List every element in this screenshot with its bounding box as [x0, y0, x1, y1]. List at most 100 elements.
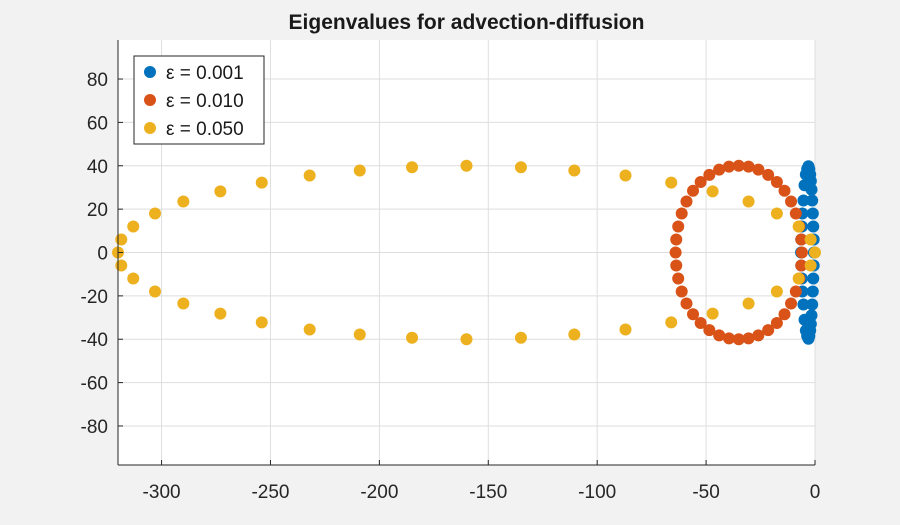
data-point	[687, 184, 700, 197]
data-point	[149, 207, 162, 220]
data-point	[694, 176, 707, 189]
data-point	[675, 285, 688, 298]
data-point	[665, 316, 678, 329]
data-point	[732, 159, 745, 172]
data-point	[713, 329, 726, 342]
legend-label: ε = 0.050	[166, 119, 244, 140]
data-point	[703, 168, 716, 181]
tick-labels: -300 -250 -200 -150 -100 -50 0-80-60-40-200204…	[81, 70, 821, 503]
legend-label: ε = 0.001	[166, 63, 244, 84]
data-point	[804, 233, 817, 246]
data-point	[804, 259, 817, 272]
y-tick-label: 20	[87, 200, 108, 221]
data-point	[619, 323, 632, 336]
data-point	[669, 246, 682, 259]
data-point	[675, 207, 688, 220]
data-point	[807, 272, 820, 285]
data-point	[665, 176, 678, 189]
y-tick-label: -60	[81, 374, 108, 395]
data-point	[127, 272, 140, 285]
data-point	[806, 194, 819, 207]
data-point	[798, 179, 811, 192]
data-point	[303, 323, 316, 336]
data-point	[687, 308, 700, 321]
data-point	[703, 324, 716, 337]
data-point	[514, 161, 527, 174]
data-point	[127, 220, 140, 233]
data-point	[670, 259, 683, 272]
legend: ε = 0.001 ε = 0.010 ε = 0.050	[133, 55, 265, 145]
data-point	[778, 308, 791, 321]
data-point	[797, 194, 810, 207]
data-point	[406, 331, 419, 344]
data-point	[792, 272, 805, 285]
data-point	[770, 316, 783, 329]
data-points	[112, 159, 821, 346]
data-point	[807, 220, 820, 233]
data-point	[694, 316, 707, 329]
x-tick-label: -300	[143, 482, 181, 503]
legend-label: ε = 0.010	[166, 91, 244, 112]
data-point	[680, 297, 693, 310]
x-tick-label: -50	[692, 482, 719, 503]
legend-marker	[144, 66, 156, 78]
data-point	[789, 285, 802, 298]
data-point	[713, 163, 726, 176]
data-point	[672, 272, 685, 285]
data-point	[115, 259, 128, 272]
x-tick-label: 0	[810, 482, 821, 503]
data-point	[742, 160, 755, 173]
data-point	[778, 184, 791, 197]
data-point	[806, 207, 819, 220]
series-3	[112, 159, 821, 346]
data-point	[706, 185, 719, 198]
data-point	[752, 163, 765, 176]
data-point	[752, 329, 765, 342]
chart-title: Eigenvalues for advection-diffusion	[289, 11, 645, 34]
data-point	[460, 333, 473, 346]
data-point	[706, 307, 719, 320]
data-point	[789, 207, 802, 220]
y-tick-label: 60	[87, 113, 108, 134]
data-point	[255, 176, 268, 189]
data-point	[799, 324, 812, 337]
data-point	[255, 316, 268, 329]
y-tick-label: -80	[81, 417, 108, 438]
x-tick-label: -200	[360, 482, 398, 503]
data-point	[568, 328, 581, 341]
data-point	[806, 285, 819, 298]
data-point	[722, 160, 735, 173]
y-tick-label: 0	[97, 244, 108, 265]
x-tick-label: -250	[251, 482, 289, 503]
legend-marker	[144, 122, 156, 134]
data-point	[770, 207, 783, 220]
y-tick-label: -40	[81, 330, 108, 351]
data-point	[303, 169, 316, 182]
data-point	[795, 233, 808, 246]
data-point	[680, 195, 693, 208]
data-point	[406, 161, 419, 174]
data-point	[514, 331, 527, 344]
data-point	[798, 313, 811, 326]
data-point	[792, 220, 805, 233]
data-point	[460, 159, 473, 172]
data-point	[568, 164, 581, 177]
y-tick-label: -20	[81, 287, 108, 308]
x-tick-label: -100	[578, 482, 616, 503]
x-tick-label: -150	[469, 482, 507, 503]
data-point	[795, 246, 808, 259]
data-point	[762, 324, 775, 337]
data-point	[742, 332, 755, 345]
data-point	[762, 168, 775, 181]
data-point	[670, 233, 683, 246]
data-point	[353, 164, 366, 177]
data-point	[214, 185, 227, 198]
data-point	[619, 169, 632, 182]
data-point	[732, 333, 745, 346]
series-2	[669, 159, 808, 346]
axes-lines	[117, 40, 816, 466]
data-point	[722, 332, 735, 345]
data-point	[770, 176, 783, 189]
